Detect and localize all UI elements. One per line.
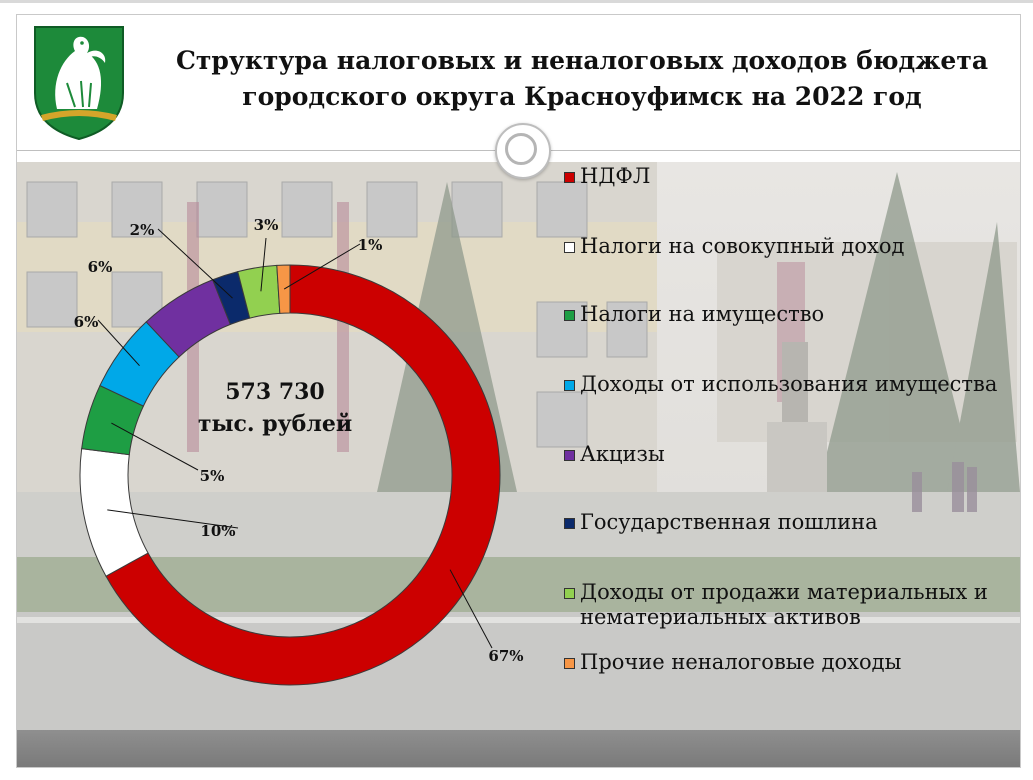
legend-swatch (564, 450, 575, 461)
center-total: 573 730 тыс. рублей (175, 376, 375, 440)
title-line-2: городского округа Красноуфимск на 2022 г… (242, 82, 922, 111)
center-total-value: 573 730 (225, 379, 325, 405)
eagle-coat-of-arms-icon (34, 26, 124, 141)
legend-label: Налоги на совокупный доход (580, 234, 905, 258)
ring-ornament (495, 123, 551, 179)
legend-label: Государственная пошлина (580, 510, 878, 534)
legend-swatch (564, 242, 575, 253)
footer-band (17, 730, 1020, 767)
legend-swatch (564, 518, 575, 529)
legend-label: Прочие неналоговые доходы (580, 650, 902, 674)
title-line-1: Структура налоговых и неналоговых доходо… (175, 46, 989, 75)
legend-label: Доходы от продажи материальных и нематер… (580, 580, 988, 629)
center-total-unit: тыс. рублей (197, 411, 353, 437)
chart-title: Структура налоговых и неналоговых доходо… (167, 43, 997, 115)
legend-swatch (564, 658, 575, 669)
legend-label: НДФЛ (580, 164, 651, 188)
legend-label: Акцизы (580, 442, 665, 466)
legend-swatch (564, 588, 575, 599)
legend-swatch (564, 172, 575, 183)
legend-label: Налоги на имущество (580, 302, 825, 326)
legend-swatch (564, 310, 575, 321)
ring-ornament-inner (505, 133, 537, 165)
top-rule (0, 0, 1033, 3)
legend-label: Доходы от использования имущества (580, 372, 998, 396)
legend-swatch (564, 380, 575, 391)
